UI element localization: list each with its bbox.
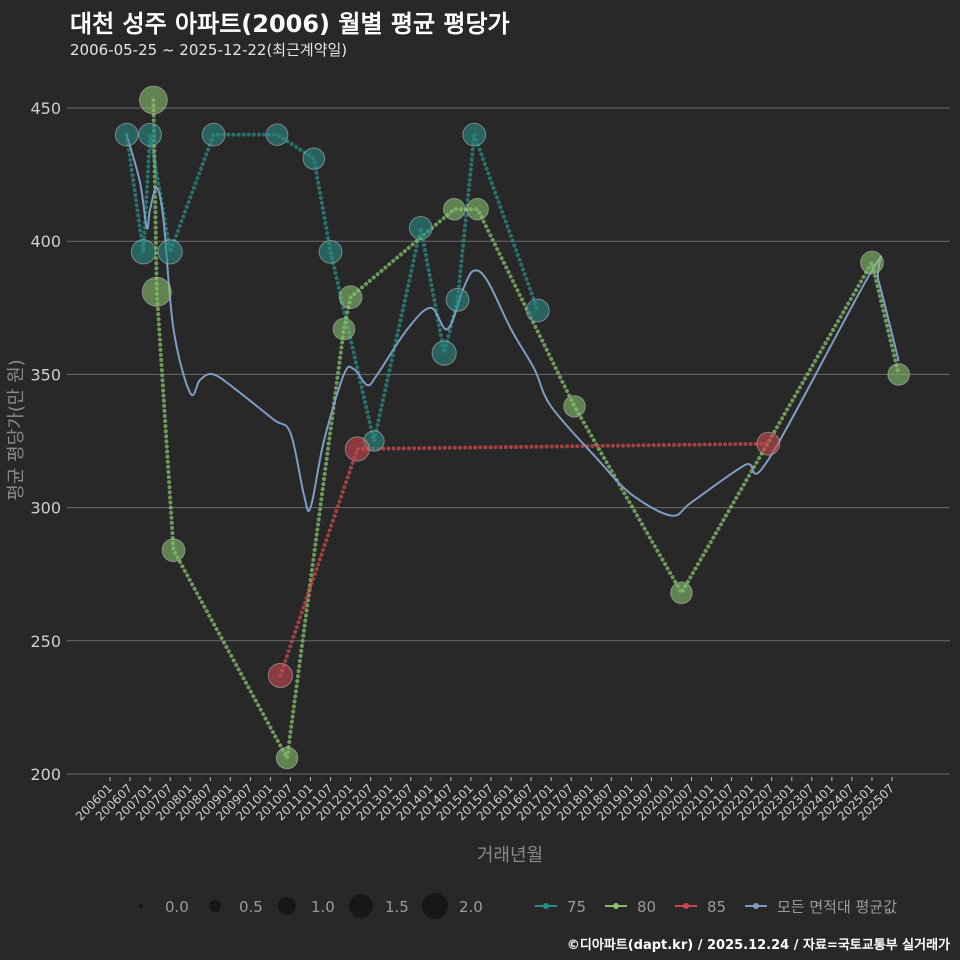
series-75-point: [445, 287, 470, 312]
footer-credit: ©디아파트(dapt.kr) / 2025.12.24 / 자료=국토교통부 실…: [566, 938, 950, 953]
series-85-point: [344, 436, 370, 462]
legend-line-label: 85: [707, 898, 726, 916]
series-85-point: [267, 662, 294, 689]
series-75-point: [318, 239, 343, 264]
series-80-point: [670, 581, 693, 605]
y-axis-label: 평균 평당가(만 원): [6, 359, 27, 500]
legend-line-label: 75: [567, 898, 586, 916]
legend-line-dot: [613, 903, 619, 909]
series-75-point: [138, 122, 163, 147]
legend: 0.0 0.5 1.0 1.5 2.0 75 80 85 모든 면적대 평균값: [139, 893, 897, 919]
average-line: [125, 134, 900, 517]
series-80-point: [466, 197, 489, 221]
size-legend-label: 0.0: [165, 898, 189, 916]
y-tick-labels: 200 250 300 350 400 450: [30, 99, 61, 784]
chart-subtitle: 2006-05-25 ~ 2025-12-22(최근계약일): [70, 41, 348, 59]
series-80-point: [338, 285, 363, 310]
legend-line-dot: [683, 903, 689, 909]
legend-line-label: 80: [637, 898, 656, 916]
x-axis-label: 거래년월: [477, 845, 543, 866]
series-80-point: [141, 276, 172, 307]
series-75-point: [130, 239, 157, 265]
series-80-line: [151, 98, 901, 765]
average-line-path: [125, 134, 900, 517]
size-legend-dot: [278, 897, 296, 915]
x-tick-labels: 2006012006072007012007072008012008072009…: [73, 777, 897, 824]
chart-title: 대천 성주 아파트(2006) 월별 평균 평당가: [70, 10, 510, 38]
y-tick-label: 200: [30, 765, 61, 784]
series-80-point: [161, 538, 186, 563]
series-75-point: [408, 215, 433, 240]
series-75-point: [525, 298, 550, 323]
series-lines: [124, 98, 901, 765]
y-tick-label: 400: [30, 232, 61, 251]
legend-line-label: 모든 면적대 평균값: [777, 898, 897, 916]
size-legend-dot: [209, 900, 221, 912]
grid-lines: [67, 107, 950, 775]
size-legend-dot: [349, 894, 373, 918]
size-legend-label: 1.5: [385, 898, 409, 916]
series-75-point: [114, 122, 139, 147]
legend-line-dot: [753, 903, 759, 909]
series-80-point: [887, 363, 910, 386]
series-80-point: [332, 317, 356, 341]
series-80-point: [275, 746, 299, 770]
size-legend-label: 0.5: [239, 898, 263, 916]
series-80-point: [139, 85, 168, 115]
y-tick-label: 450: [30, 99, 61, 118]
series-75-line: [124, 132, 540, 442]
size-legend-label: 1.0: [311, 898, 335, 916]
series-80-point: [442, 197, 466, 221]
size-legend-dot: [139, 904, 143, 908]
series-75-point: [157, 239, 183, 265]
size-legend-dot: [422, 893, 448, 919]
series-80-point: [860, 250, 884, 275]
y-tick-label: 300: [30, 499, 61, 518]
series-75-point: [462, 122, 487, 147]
legend-line-dot: [543, 903, 549, 909]
series-75-point: [302, 147, 326, 170]
y-tick-label: 250: [30, 632, 61, 651]
series-75-point: [265, 123, 289, 146]
size-legend-label: 2.0: [459, 898, 483, 916]
series-85-point: [756, 431, 781, 456]
y-tick-label: 350: [30, 365, 61, 384]
data-points: [114, 85, 910, 770]
series-75-point: [431, 340, 457, 366]
series-80-point: [563, 395, 586, 418]
series-75-point: [201, 122, 226, 147]
